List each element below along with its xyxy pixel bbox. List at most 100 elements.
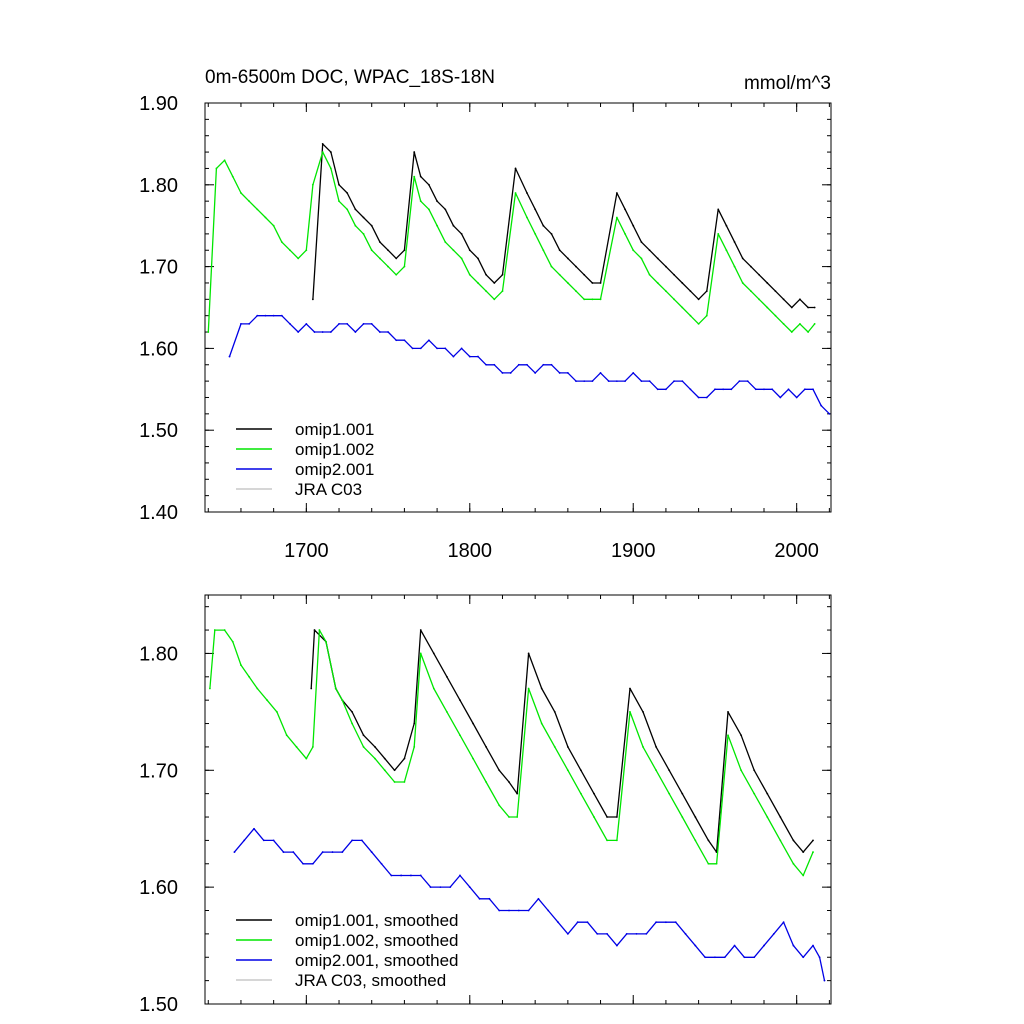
data-point-omip1-002-smoothed — [276, 710, 278, 713]
data-point-omip1-001 — [378, 241, 381, 243]
data-point-omip1-001 — [799, 298, 801, 301]
y-tick-label: 1.80 — [139, 643, 178, 665]
data-point-omip1-002 — [705, 314, 708, 317]
data-point-omip1-001 — [681, 282, 684, 284]
data-point-omip2-001 — [297, 331, 300, 333]
data-point-omip1-002-smoothed — [285, 734, 288, 737]
data-point-omip1-002 — [387, 265, 389, 268]
data-point-omip1-001 — [444, 208, 447, 211]
data-point-omip1-002 — [248, 200, 251, 203]
data-point-omip2-001-smoothed — [410, 874, 412, 877]
data-point-omip1-001-smoothed — [446, 675, 448, 678]
data-point-omip1-001-smoothed — [485, 746, 488, 748]
chart-title: 0m-6500m DOC, WPAC_18S-18N — [205, 67, 495, 88]
data-point-omip1-001-smoothed — [727, 710, 729, 713]
data-point-omip2-001 — [624, 380, 626, 383]
data-point-omip2-001-smoothed — [714, 956, 716, 959]
data-point-omip2-001-smoothed — [459, 874, 461, 877]
data-point-omip1-002-smoothed — [642, 746, 644, 748]
data-point-omip1-001 — [514, 167, 517, 170]
data-point-omip1-002 — [665, 290, 667, 293]
data-point-omip1-002 — [289, 249, 291, 252]
data-point-omip1-001 — [733, 241, 736, 243]
data-point-omip2-001 — [763, 388, 765, 391]
data-point-omip2-001 — [812, 388, 814, 391]
data-point-omip2-001 — [558, 372, 561, 374]
data-point-omip1-001-smoothed — [779, 816, 782, 818]
data-point-omip1-002 — [599, 298, 602, 301]
data-point-omip1-001 — [575, 265, 577, 268]
data-point-omip1-002 — [321, 151, 324, 153]
x-tick-label: 1800 — [448, 540, 493, 562]
data-point-omip1-001 — [750, 265, 752, 268]
data-point-omip1-002 — [615, 216, 618, 219]
data-point-omip1-001 — [387, 249, 389, 252]
data-point-omip1-002 — [583, 298, 586, 301]
data-point-omip1-002 — [717, 232, 720, 235]
data-point-omip2-001 — [436, 347, 438, 350]
data-point-omip1-001 — [648, 249, 651, 252]
data-point-omip2-001-smoothed — [439, 886, 442, 889]
data-point-omip1-002 — [550, 265, 553, 268]
data-point-omip2-001-smoothed — [498, 909, 501, 912]
data-point-omip1-001 — [395, 257, 398, 260]
legend-label: omip1.001, smoothed — [295, 911, 459, 930]
data-point-omip2-001-smoothed — [517, 909, 520, 912]
data-point-omip1-001 — [338, 183, 340, 186]
data-point-omip1-001 — [468, 249, 471, 252]
data-point-omip1-001 — [813, 306, 816, 309]
data-point-omip1-001-smoothed — [553, 710, 556, 713]
data-point-omip2-001 — [354, 331, 357, 333]
data-point-omip2-001-smoothed — [566, 932, 569, 935]
data-point-omip1-001 — [632, 224, 635, 227]
data-point-omip1-002 — [477, 282, 479, 284]
data-point-omip2-001-smoothed — [763, 944, 765, 947]
data-point-omip1-002-smoothed — [209, 687, 211, 690]
data-point-omip2-001 — [566, 372, 569, 374]
data-point-omip1-001 — [766, 282, 769, 284]
x-tick-label: 2000 — [774, 540, 819, 562]
data-point-omip1-002 — [264, 216, 267, 219]
data-point-omip1-001-smoothed — [393, 769, 396, 772]
data-point-omip1-001 — [493, 282, 496, 284]
data-point-omip1-002-smoothed — [527, 687, 530, 690]
data-point-omip1-002 — [231, 175, 234, 178]
data-point-omip1-002 — [766, 306, 769, 309]
data-point-omip1-001-smoothed — [374, 746, 376, 748]
data-point-omip1-002 — [215, 167, 218, 170]
data-point-omip1-002-smoothed — [812, 851, 814, 853]
data-point-omip1-002 — [741, 282, 744, 284]
data-point-omip1-002 — [413, 175, 416, 178]
data-point-omip1-002 — [207, 331, 210, 333]
data-point-omip2-001-smoothed — [665, 921, 667, 924]
data-point-omip1-001 — [370, 224, 373, 227]
data-point-omip2-001 — [485, 363, 488, 366]
data-point-omip1-002 — [774, 314, 777, 317]
data-point-omip2-001 — [591, 380, 594, 383]
data-point-omip2-001 — [803, 388, 806, 391]
data-point-omip2-001-smoothed — [527, 909, 530, 912]
data-point-omip1-002-smoothed — [727, 734, 729, 737]
data-point-omip1-001 — [526, 192, 528, 194]
legend-label: omip1.002 — [295, 440, 374, 459]
data-point-omip1-001-smoothed — [629, 687, 631, 690]
data-point-omip1-002 — [468, 273, 471, 276]
data-point-omip2-001 — [428, 339, 430, 342]
data-point-omip2-001 — [305, 322, 308, 325]
data-point-omip1-002 — [256, 208, 259, 211]
data-point-omip1-001-smoothed — [694, 816, 697, 818]
data-point-omip1-002-smoothed — [655, 769, 658, 772]
data-point-omip2-001-smoothed — [818, 956, 821, 959]
legend-label: omip1.002, smoothed — [295, 931, 459, 950]
data-point-omip1-002-smoothed — [779, 839, 782, 842]
data-point-omip2-001-smoothed — [684, 932, 687, 935]
data-point-omip1-002-smoothed — [374, 757, 376, 760]
data-point-omip2-001 — [648, 380, 651, 383]
data-point-omip2-001 — [411, 347, 414, 350]
data-point-omip2-001 — [665, 388, 667, 391]
data-point-omip1-002 — [807, 331, 810, 333]
data-point-omip2-001 — [722, 388, 725, 391]
data-point-omip1-002-smoothed — [540, 722, 543, 725]
y-tick-label: 1.40 — [139, 502, 178, 524]
data-point-omip1-001 — [460, 232, 463, 235]
